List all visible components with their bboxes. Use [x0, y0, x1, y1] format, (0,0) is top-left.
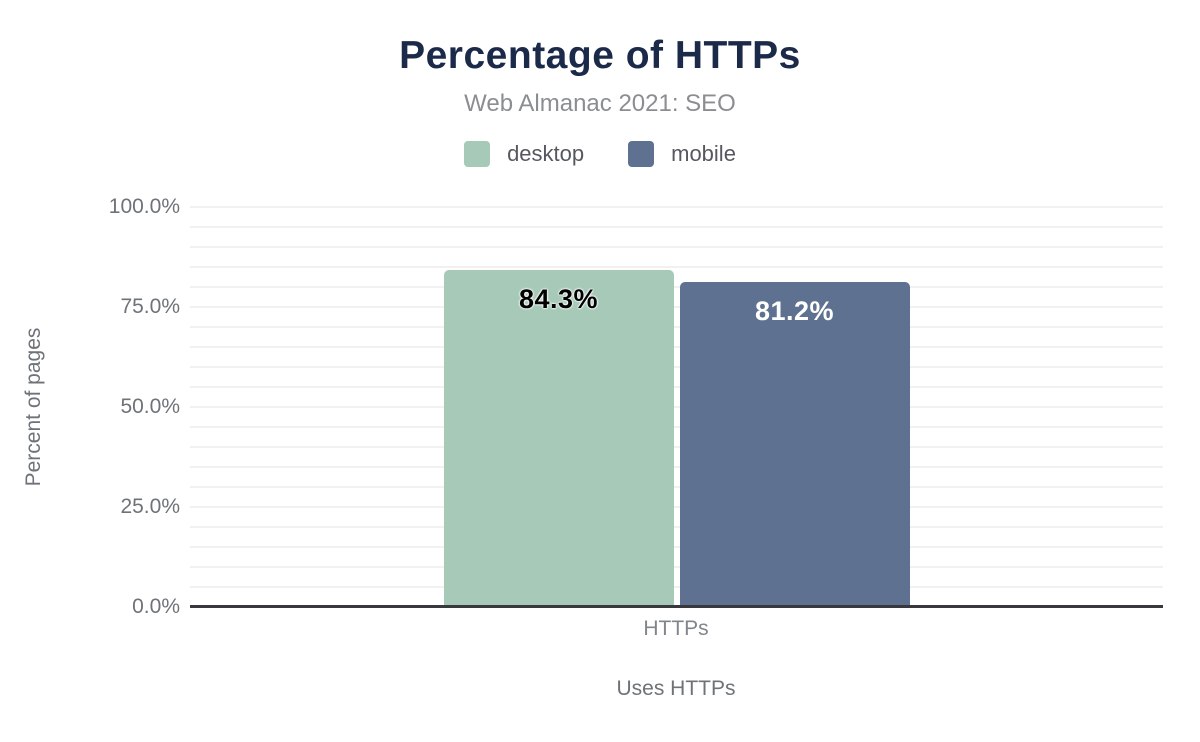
gridline [190, 346, 1163, 348]
gridline [190, 226, 1163, 228]
gridline [190, 486, 1163, 488]
gridline [190, 326, 1163, 328]
chart-subtitle: Web Almanac 2021: SEO [464, 90, 736, 117]
plot-area: 84.3% 81.2% [190, 206, 1163, 608]
bar-mobile[interactable]: 81.2% [679, 282, 910, 607]
gridline [190, 526, 1163, 528]
gridline [190, 446, 1163, 448]
gridline [190, 366, 1163, 368]
gridline [190, 506, 1163, 508]
gridline [190, 466, 1163, 468]
legend-item-mobile[interactable]: mobile [628, 141, 736, 167]
gridline [190, 566, 1163, 568]
gridline [190, 206, 1163, 208]
x-axis-baseline [190, 605, 1163, 608]
gridline [190, 586, 1163, 588]
gridline [190, 286, 1163, 288]
legend-swatch-mobile [628, 141, 655, 167]
chart-legend: desktop mobile [0, 141, 1200, 167]
x-tick-label: HTTPs [643, 617, 709, 640]
gridline [190, 406, 1163, 408]
gridline [190, 546, 1163, 548]
bar-value-label-desktop: 84.3% [518, 283, 599, 314]
legend-label: desktop [507, 141, 585, 166]
legend-label: mobile [671, 141, 736, 166]
gridline [190, 246, 1163, 248]
y-tick-label: 50.0% [120, 395, 180, 418]
legend-item-desktop[interactable]: desktop [464, 141, 584, 167]
x-axis-title: Uses HTTPs [616, 677, 736, 700]
gridline [190, 386, 1163, 388]
chart-title: Percentage of HTTPs [399, 34, 801, 77]
y-tick-label: 75.0% [120, 295, 180, 318]
y-tick-label: 0.0% [132, 595, 180, 618]
bar-value-label-mobile: 81.2% [754, 296, 835, 327]
y-tick-label: 100.0% [108, 195, 180, 218]
gridline [190, 266, 1163, 268]
y-tick-label: 25.0% [120, 495, 180, 518]
gridline [190, 426, 1163, 428]
gridline [190, 306, 1163, 308]
legend-swatch-desktop [464, 141, 491, 167]
bar-desktop[interactable]: 84.3% [443, 269, 674, 607]
